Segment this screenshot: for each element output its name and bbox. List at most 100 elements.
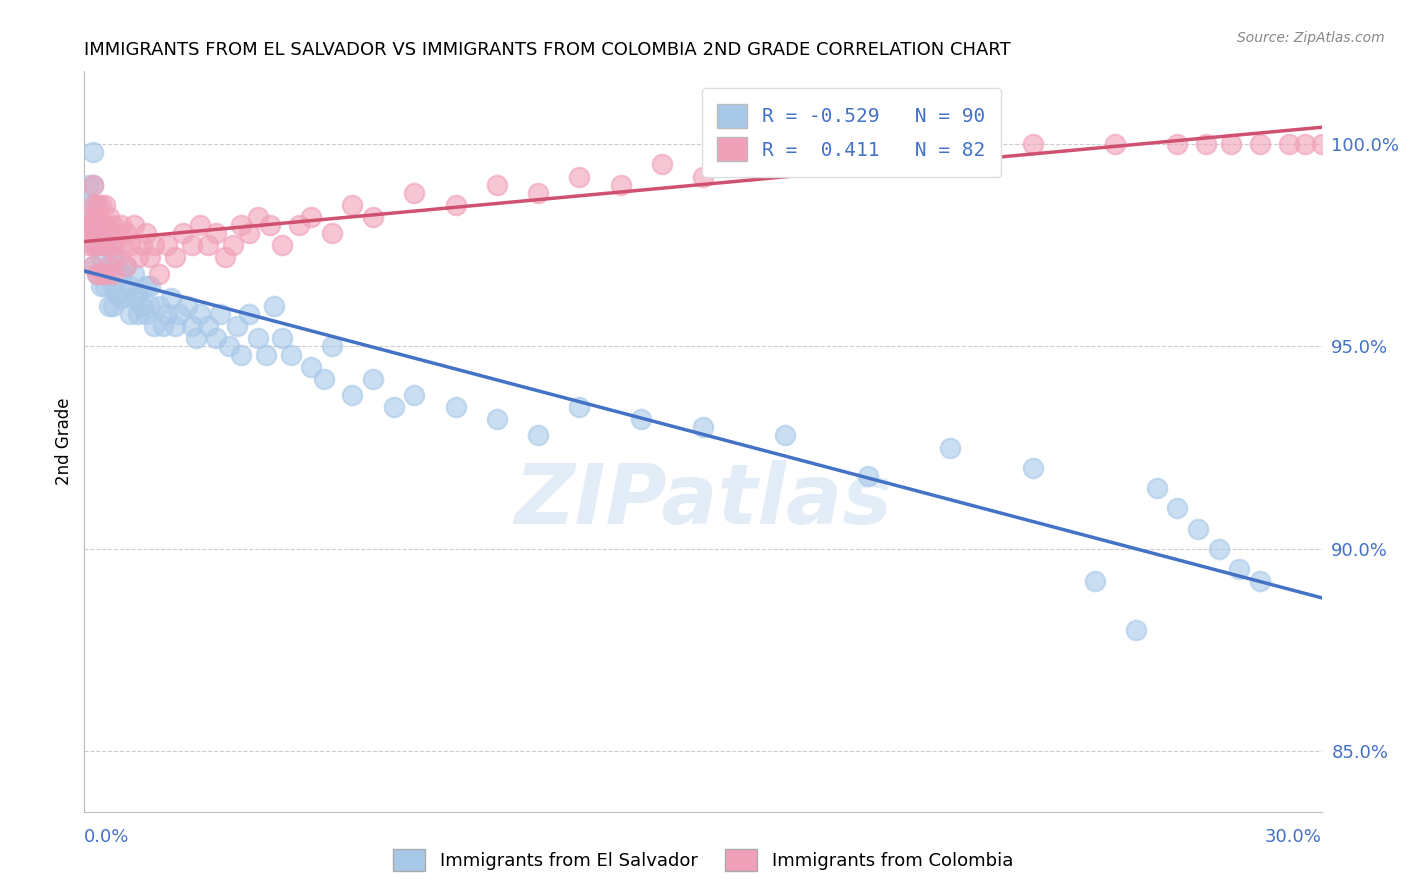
Point [218,339,240,353]
Y-axis label: 2nd Grade: 2nd Grade [55,398,73,485]
Point [939,441,962,455]
Point [238,226,260,240]
Point [82,178,104,192]
Point [90,218,112,232]
Point [98,259,121,273]
Point [1125,623,1147,637]
Point [527,428,550,442]
Point [90,278,112,293]
Point [342,198,364,212]
Point [103,267,125,281]
Point [794,157,817,171]
Point [856,137,879,152]
Point [775,428,797,442]
Point [176,299,198,313]
Point [209,307,232,321]
Point [90,198,112,212]
Point [82,259,104,273]
Point [110,238,132,252]
Point [1166,137,1188,152]
Point [110,267,132,281]
Point [197,319,219,334]
Point [77,178,100,192]
Point [1310,137,1333,152]
Point [77,210,100,224]
Point [1208,541,1230,556]
Point [1022,460,1045,475]
Point [404,388,426,402]
Point [105,286,128,301]
Point [651,157,673,171]
Point [86,198,108,212]
Point [165,251,187,265]
Point [105,226,128,240]
Point [160,291,183,305]
Point [180,319,202,334]
Point [148,299,170,313]
Point [86,238,108,252]
Point [131,299,153,313]
Point [114,259,136,273]
Point [90,238,112,252]
Point [205,226,228,240]
Point [1104,137,1126,152]
Point [127,286,149,301]
Point [152,319,174,334]
Point [188,307,211,321]
Point [156,307,179,321]
Point [259,218,281,232]
Point [77,226,100,240]
Point [1249,574,1271,588]
Point [254,347,277,361]
Point [77,238,100,252]
Point [103,299,125,313]
Point [404,186,426,200]
Point [86,267,108,281]
Point [1187,522,1209,536]
Point [288,218,311,232]
Point [103,278,125,293]
Point [82,259,104,273]
Point [82,238,104,252]
Point [86,226,108,240]
Point [139,299,162,313]
Point [105,259,128,273]
Point [135,226,157,240]
Point [754,145,776,160]
Point [82,198,104,212]
Point [143,319,166,334]
Point [1166,501,1188,516]
Point [103,251,125,265]
Point [139,251,162,265]
Point [263,299,285,313]
Point [222,238,245,252]
Point [94,218,117,232]
Point [485,178,508,192]
Point [246,210,269,224]
Text: IMMIGRANTS FROM EL SALVADOR VS IMMIGRANTS FROM COLOMBIA 2ND GRADE CORRELATION CH: IMMIGRANTS FROM EL SALVADOR VS IMMIGRANT… [84,41,1011,59]
Point [90,251,112,265]
Point [90,267,112,281]
Text: 0.0%: 0.0% [84,828,129,846]
Point [299,359,322,374]
Point [382,400,405,414]
Point [127,251,149,265]
Point [98,299,121,313]
Point [856,469,879,483]
Point [94,278,117,293]
Point [82,238,104,252]
Point [94,198,117,212]
Point [156,238,179,252]
Point [122,218,145,232]
Point [135,307,157,321]
Point [94,218,117,232]
Point [246,331,269,345]
Point [271,238,294,252]
Point [118,307,141,321]
Point [98,210,121,224]
Point [86,238,108,252]
Point [1219,137,1241,152]
Point [77,218,100,232]
Point [271,331,294,345]
Point [105,251,128,265]
